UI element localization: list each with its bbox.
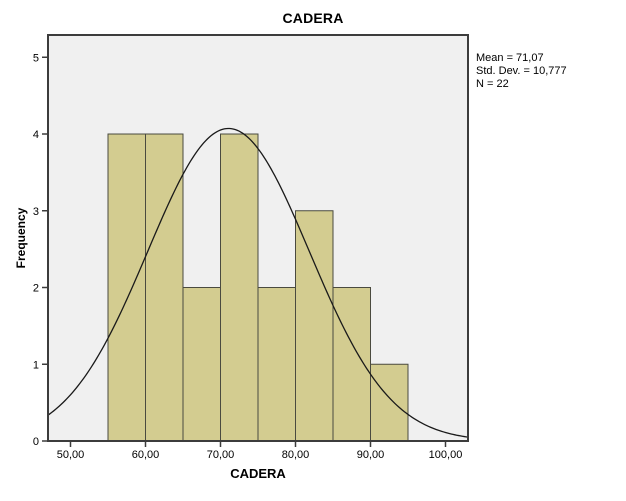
histogram-bar: [332, 287, 371, 442]
stat-n: N = 22: [476, 78, 509, 90]
x-tick-label: 80,00: [282, 449, 310, 461]
y-tick-label: 2: [33, 283, 39, 295]
y-tick-label: 1: [33, 359, 39, 371]
x-axis-label: CADERA: [230, 466, 286, 481]
chart-title: CADERA: [282, 10, 344, 26]
y-tick-label: 4: [33, 129, 39, 141]
y-axis-label: Frequency: [14, 207, 28, 269]
stats-box: Mean = 71,07 Std. Dev. = 10,777 N = 22: [476, 52, 567, 91]
normal-curve: [47, 127, 469, 438]
stat-mean: Mean = 71,07: [476, 52, 544, 64]
x-tick-label: 60,00: [132, 449, 160, 461]
y-tick-label: 5: [33, 52, 39, 64]
histogram-bar: [145, 133, 184, 442]
histogram-bar: [182, 287, 221, 442]
y-tick-label: 0: [33, 436, 39, 448]
x-tick-label: 50,00: [57, 449, 85, 461]
histogram-bar: [107, 133, 146, 442]
y-tick-label: 3: [33, 206, 39, 218]
x-tick-label: 90,00: [357, 449, 385, 461]
histogram-bar: [257, 287, 296, 442]
plot-frame: [47, 34, 469, 442]
histogram-bar: [220, 133, 259, 442]
histogram-bar: [370, 363, 409, 442]
x-tick-label: 100,00: [429, 449, 463, 461]
stat-std-dev: Std. Dev. = 10,777: [476, 65, 567, 77]
histogram-bar: [295, 210, 334, 442]
x-tick-label: 70,00: [207, 449, 235, 461]
